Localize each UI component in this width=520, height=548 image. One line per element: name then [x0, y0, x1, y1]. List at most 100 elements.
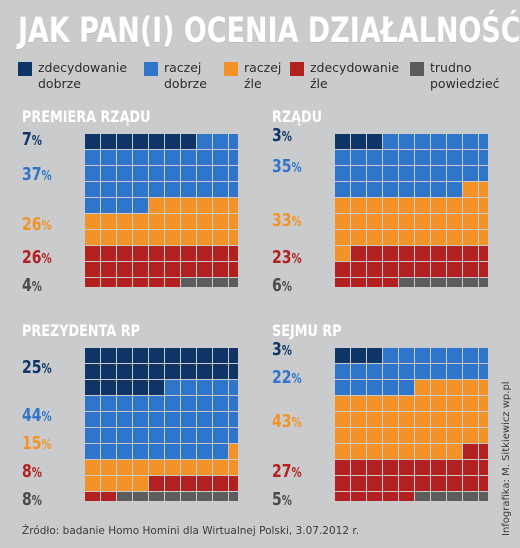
- cell-rather-good: [229, 150, 238, 165]
- cell-rather-good: [165, 150, 180, 165]
- pct-strongly-good: 3%: [272, 340, 311, 360]
- cell-rather-bad: [383, 444, 398, 459]
- cell-hard-to-say: [431, 492, 446, 501]
- cell-strongly-bad: [335, 278, 350, 287]
- cell-rather-good: [101, 412, 116, 427]
- cell-rather-good: [181, 444, 196, 459]
- cell-rather-good: [229, 396, 238, 411]
- cell-rather-good: [197, 444, 212, 459]
- cell-rather-good: [335, 166, 350, 181]
- cell-rather-bad: [479, 412, 488, 427]
- cell-strongly-bad: [399, 246, 414, 261]
- cell-strongly-good: [149, 380, 164, 395]
- cell-rather-bad: [197, 230, 212, 245]
- cell-rather-bad: [447, 396, 462, 411]
- cell-rather-good: [101, 396, 116, 411]
- cell-rather-bad: [133, 230, 148, 245]
- legend: zdecydowanie dobrze raczej dobrze raczej…: [18, 60, 508, 96]
- cell-strongly-bad: [149, 246, 164, 261]
- pct-value: 37: [22, 163, 42, 185]
- cell-rather-bad: [181, 214, 196, 229]
- cell-strongly-bad: [335, 460, 350, 475]
- cell-rather-bad: [399, 214, 414, 229]
- legend-swatch: [410, 62, 424, 76]
- cell-rather-good: [383, 380, 398, 395]
- cell-rather-bad: [149, 214, 164, 229]
- cell-rather-bad: [367, 428, 382, 443]
- cell-rather-good: [415, 182, 430, 197]
- cell-rather-bad: [463, 380, 478, 395]
- cell-rather-good: [133, 182, 148, 197]
- cell-rather-good: [117, 166, 132, 181]
- pct-unit: %: [281, 494, 292, 509]
- cell-rather-good: [101, 444, 116, 459]
- cell-strongly-good: [181, 364, 196, 379]
- pct-unit: %: [291, 215, 302, 231]
- pct-hard-to-say: 8%: [22, 490, 61, 510]
- cell-rather-bad: [463, 396, 478, 411]
- cell-rather-bad: [351, 396, 366, 411]
- pct-unit: %: [41, 362, 52, 377]
- cell-hard-to-say: [463, 278, 478, 287]
- cell-rather-good: [133, 150, 148, 165]
- cell-rather-bad: [165, 230, 180, 245]
- cell-rather-bad: [117, 460, 132, 475]
- cell-rather-good: [85, 412, 100, 427]
- cell-rather-bad: [229, 230, 238, 245]
- pct-strongly-bad: 8%: [22, 462, 61, 482]
- cell-rather-good: [229, 166, 238, 181]
- waffle-grid: [85, 134, 238, 287]
- cell-rather-good: [463, 134, 478, 149]
- pct-value: 5: [272, 489, 282, 510]
- cell-strongly-bad: [415, 460, 430, 475]
- cell-rather-bad: [447, 444, 462, 459]
- cell-rather-good: [85, 428, 100, 443]
- legend-label: trudno powiedzieć: [430, 60, 500, 91]
- cell-hard-to-say: [229, 278, 238, 287]
- cell-strongly-bad: [367, 460, 382, 475]
- cell-rather-good: [181, 428, 196, 443]
- cell-rather-good: [197, 166, 212, 181]
- cell-hard-to-say: [149, 492, 164, 501]
- cell-rather-bad: [85, 230, 100, 245]
- cell-rather-bad: [133, 460, 148, 475]
- cell-rather-bad: [335, 214, 350, 229]
- cell-strongly-good: [229, 364, 238, 379]
- cell-rather-bad: [463, 230, 478, 245]
- pct-value: 4: [22, 275, 32, 296]
- cell-strongly-bad: [149, 476, 164, 491]
- cell-rather-bad: [165, 214, 180, 229]
- cell-rather-bad: [479, 396, 488, 411]
- pct-rather-bad: 15%: [22, 434, 61, 454]
- pct-unit: %: [291, 466, 302, 481]
- cell-rather-bad: [351, 412, 366, 427]
- pct-unit: %: [41, 252, 52, 267]
- cell-rather-good: [431, 348, 446, 363]
- cell-strongly-good: [335, 134, 350, 149]
- cell-rather-bad: [399, 428, 414, 443]
- cell-rather-good: [399, 348, 414, 363]
- cell-strongly-bad: [197, 246, 212, 261]
- cell-rather-good: [367, 150, 382, 165]
- cell-rather-bad: [447, 214, 462, 229]
- cell-rather-bad: [229, 214, 238, 229]
- cell-strongly-bad: [101, 492, 116, 501]
- cell-rather-good: [367, 182, 382, 197]
- cell-rather-bad: [431, 412, 446, 427]
- cell-rather-bad: [335, 412, 350, 427]
- pct-strongly-bad: 27%: [272, 462, 311, 482]
- cell-rather-bad: [367, 396, 382, 411]
- source-note: Źródło: badanie Homo Homini dla Wirtualn…: [22, 525, 360, 537]
- cell-rather-bad: [335, 246, 350, 261]
- cell-rather-good: [229, 412, 238, 427]
- cell-rather-good: [117, 396, 132, 411]
- cell-rather-good: [85, 182, 100, 197]
- waffle-grid: [85, 348, 238, 501]
- cell-rather-bad: [463, 182, 478, 197]
- cell-hard-to-say: [479, 492, 488, 501]
- cell-rather-bad: [133, 476, 148, 491]
- cell-hard-to-say: [117, 492, 132, 501]
- pct-unit: %: [291, 160, 302, 176]
- cell-rather-good: [213, 380, 228, 395]
- cell-rather-good: [335, 380, 350, 395]
